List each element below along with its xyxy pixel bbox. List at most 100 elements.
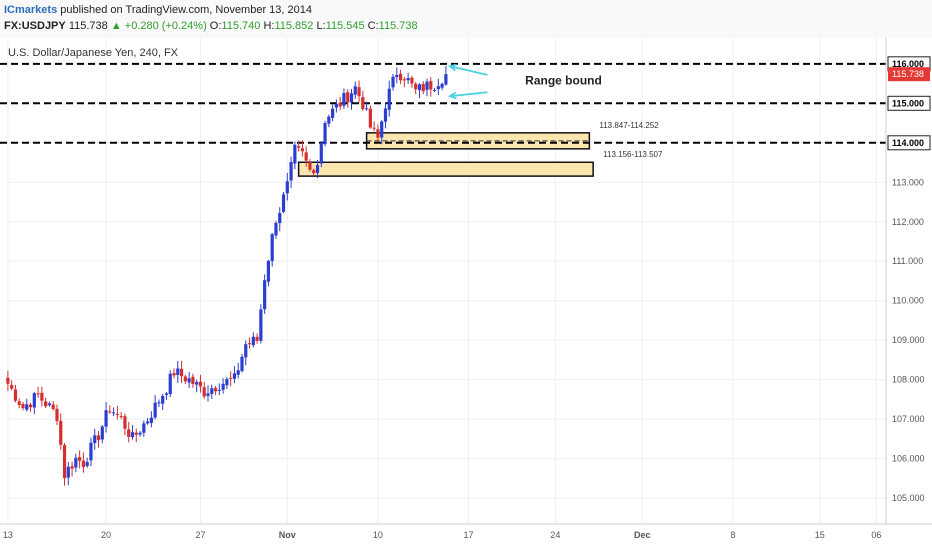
candle-body: [327, 116, 331, 124]
x-tick-label: 15: [815, 530, 825, 540]
candle-body: [40, 392, 44, 401]
y-tick-label: 105.000: [892, 493, 925, 503]
candle-body: [187, 378, 191, 383]
candle-body: [289, 161, 293, 181]
candle-body: [157, 402, 161, 404]
candle-body: [406, 78, 410, 81]
publish-line: ICmarkets published on TradingView.com, …: [4, 4, 312, 16]
candle-body: [149, 417, 153, 423]
candle-body: [130, 432, 135, 438]
candle-body: [236, 370, 240, 375]
y-tick-label: 116.000: [892, 59, 924, 69]
candle-body: [361, 97, 365, 109]
candle-body: [255, 336, 259, 341]
x-tick-label: 8: [730, 530, 735, 540]
last-price-tag: [888, 67, 930, 82]
candle-body: [221, 383, 225, 390]
candle-body: [66, 466, 70, 478]
x-tick-label: 06: [871, 530, 881, 540]
candle-body: [342, 93, 346, 106]
publisher-name[interactable]: ICmarkets: [4, 4, 58, 16]
candle-body: [104, 410, 108, 427]
candle-body: [368, 108, 372, 128]
candle-body: [134, 432, 138, 435]
candle-body: [164, 393, 169, 395]
candle-body: [372, 127, 376, 129]
candle-body: [198, 381, 203, 387]
range-annotation: Range bound: [447, 63, 602, 100]
time-axis-background: [0, 524, 932, 550]
y-tick-label: 106.000: [892, 454, 925, 464]
candle-body: [285, 181, 289, 194]
candle-body: [240, 356, 244, 372]
candle-body: [402, 79, 406, 81]
candle-body: [281, 194, 286, 212]
candle-body: [323, 123, 327, 145]
candle-body: [274, 222, 278, 236]
candle-body: [213, 388, 218, 392]
candle-body: [304, 152, 308, 161]
candle-body: [357, 87, 361, 97]
candle-body: [429, 81, 433, 90]
candle-body: [21, 404, 25, 409]
zone-label: 113.847-114.252: [599, 121, 659, 130]
price-chart[interactable]: 113.847-114.252 113.156-113.507 Range bou…: [0, 38, 932, 550]
candle-body: [391, 76, 395, 88]
x-tick-label: 17: [464, 530, 474, 540]
y-tick-label: 113.000: [892, 177, 924, 187]
candle-body: [308, 162, 312, 170]
candle-body: [28, 404, 33, 408]
candle-body: [202, 387, 206, 397]
candle-body: [89, 442, 93, 461]
candle-body: [346, 92, 350, 103]
level-price-tag: [887, 95, 931, 111]
candle-body: [217, 389, 221, 391]
candle-body: [266, 260, 271, 282]
candle-body: [293, 144, 297, 164]
candle-body: [312, 170, 316, 174]
arrow-shaft: [449, 91, 488, 98]
candle-body: [244, 344, 248, 358]
candle-body: [55, 408, 59, 422]
candle-body: [338, 102, 342, 107]
supply-demand-zones: 113.847-114.252 113.156-113.507: [297, 121, 663, 177]
low-value: 115.545: [325, 20, 365, 32]
candle-body: [142, 423, 146, 433]
x-tick-label: 24: [550, 530, 560, 540]
symbol-name: FX:USDJPY: [4, 20, 66, 32]
candle-body: [138, 432, 142, 435]
candle-body: [364, 108, 369, 110]
range-bound-label: Range bound: [525, 73, 602, 87]
dashed-levels: [0, 62, 886, 144]
quote-line: FX:USDJPY 115.738 ▲ +0.280 (+0.24%) O:11…: [4, 20, 418, 32]
close-value: 115.738: [378, 20, 418, 32]
candle-body: [161, 395, 165, 404]
candle-body: [123, 416, 127, 429]
candle-body: [395, 74, 399, 78]
candle-body: [380, 121, 384, 138]
x-tick-label: 27: [195, 530, 205, 540]
candle-body: [398, 73, 403, 81]
close-label: C:: [367, 20, 379, 32]
candle-body: [78, 457, 82, 461]
candle-body: [270, 234, 274, 262]
candle-body: [127, 429, 131, 437]
candle-body: [278, 213, 282, 224]
low-label: L:: [316, 20, 326, 32]
y-tick-label: 114.000: [892, 138, 924, 148]
candle-body: [300, 148, 305, 152]
published-text: published on TradingView.com, November 1…: [60, 4, 312, 16]
time-axis[interactable]: 13 20 27 Nov 10 17 24 Dec 8 15 06: [3, 530, 881, 540]
candle-body: [263, 280, 267, 310]
up-arrow-icon: ▲: [110, 20, 122, 32]
candle-body: [93, 435, 97, 444]
grid-lines: [6, 38, 886, 524]
arrow-head-icon: [447, 91, 457, 100]
candle-body: [206, 393, 210, 396]
candle-body: [179, 368, 184, 377]
open-label: O:: [209, 20, 222, 32]
y-tick-label: 112.000: [892, 217, 924, 227]
price-axis[interactable]: 105.000 106.000 107.000 108.000 109.000 110.0…: [887, 56, 931, 503]
y-tick-label: 108.000: [892, 375, 925, 385]
zone-label: 113.156-113.507: [603, 150, 663, 159]
